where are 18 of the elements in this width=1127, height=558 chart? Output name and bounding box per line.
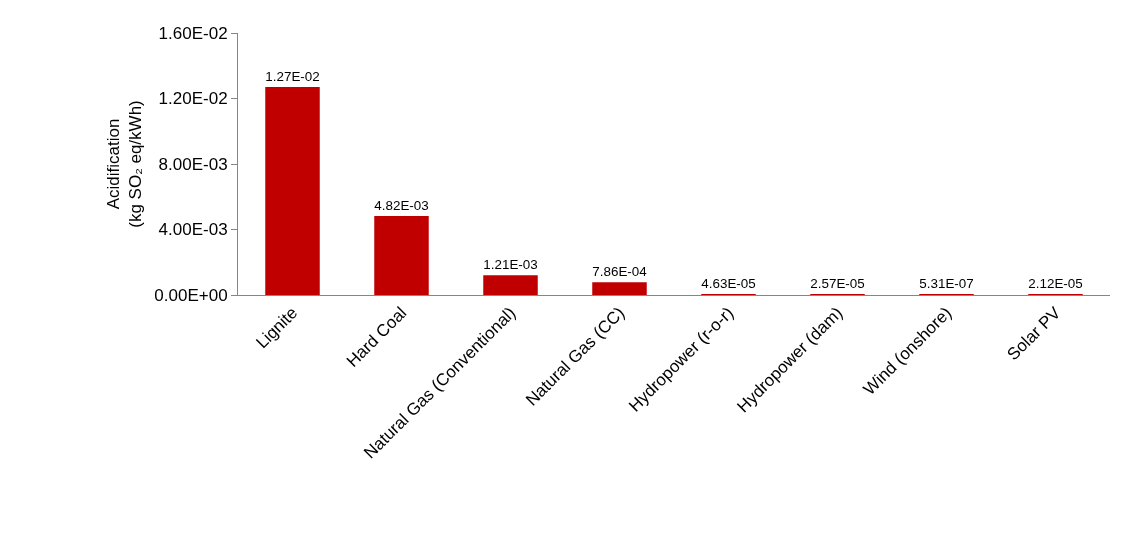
y-tick-label: 8.00E-03 — [158, 154, 228, 174]
data-label: 7.86E-04 — [592, 263, 648, 279]
y-tick-label: 1.20E-02 — [158, 89, 228, 109]
y-tick-label: 4.00E-03 — [158, 220, 228, 240]
data-label: 2.57E-05 — [810, 275, 865, 291]
bar — [483, 275, 538, 295]
data-label: 4.63E-05 — [701, 275, 756, 291]
data-label: 2.12E-05 — [1028, 275, 1083, 291]
bar — [265, 87, 320, 295]
data-label: 1.21E-03 — [483, 257, 538, 273]
y-tick-label: 0.00E+00 — [154, 285, 228, 305]
bar — [374, 216, 429, 295]
data-label: 4.82E-03 — [374, 197, 429, 213]
y-tick-label: 1.60E-02 — [158, 23, 228, 43]
y-axis-title: Acidification (kg SO₂ eq/kWh) — [103, 100, 145, 228]
data-label: 5.31E-07 — [919, 275, 974, 291]
bar — [592, 282, 647, 295]
data-label: 1.27E-02 — [265, 68, 320, 84]
